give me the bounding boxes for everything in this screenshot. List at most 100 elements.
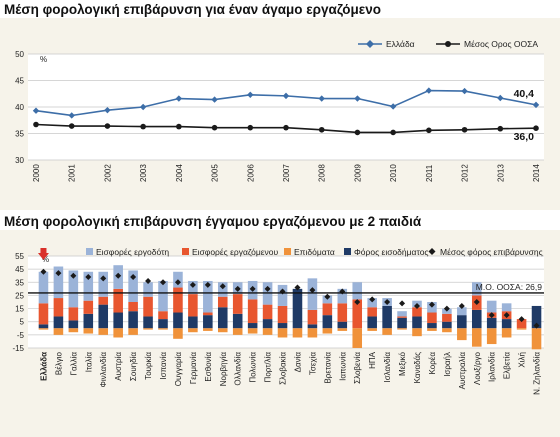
top-x-tick-label: 2008	[318, 164, 327, 182]
top-x-tick-label: 2003	[139, 164, 148, 182]
bar-segment-benefits	[83, 328, 94, 334]
bar-segment-employee	[232, 294, 243, 314]
bar-segment-income-tax	[68, 320, 79, 329]
bar-segment-employee	[53, 298, 64, 317]
bar-segment-income-tax	[427, 323, 437, 329]
bar-segment-employee	[397, 316, 407, 318]
average-tax-marker	[414, 302, 420, 309]
bottom-y-tick-label: 55	[15, 252, 24, 261]
bar-segment-income-tax	[83, 313, 94, 329]
bar-segment-employee	[367, 307, 377, 317]
bar-segment-employee	[262, 304, 273, 320]
bottom-category-label: Αυστρία	[114, 352, 123, 381]
bar-segment-income-tax	[113, 312, 123, 329]
top-chart-title: Μέση φορολογική επιβάρυνση για έναν άγαμ…	[4, 2, 381, 17]
bottom-category-label: Καναδάς	[413, 352, 422, 384]
bottom-category-label: Σλοβενία	[353, 352, 362, 384]
bar-segment-employee	[68, 307, 79, 321]
legend-label-average: Μέσος φόρος επιβάρυνσης	[440, 247, 543, 257]
bottom-category-label: Χιλή	[518, 352, 527, 368]
average-tax-marker	[219, 283, 226, 290]
top-point-oecd	[33, 121, 39, 128]
bar-segment-employee	[83, 300, 94, 314]
oecd-reference-label: Μ.Ο. ΟΟΣΑ: 26,9	[476, 282, 542, 292]
top-point-greece	[354, 95, 361, 102]
top-x-tick-label: 2013	[496, 164, 505, 182]
bar-segment-income-tax	[217, 307, 228, 329]
bottom-category-label: Μεξικό	[398, 351, 407, 375]
bar-segment-income-tax	[486, 317, 497, 329]
legend-label-income-tax: Φόρος εισοδήματος	[354, 247, 429, 257]
bottom-category-label: ΗΠΑ	[368, 351, 377, 369]
legend-swatch-employer	[86, 248, 93, 255]
bar-segment-employer	[486, 300, 497, 313]
top-point-oecd	[318, 126, 325, 133]
bottom-y-tick-label: -5	[17, 331, 25, 340]
bar-segment-employer	[352, 282, 363, 300]
bar-segment-employer	[367, 298, 377, 308]
top-point-oecd	[426, 127, 432, 134]
bottom-category-label: Ιταλία	[84, 352, 93, 373]
bottom-category-label: Ισραήλ	[443, 352, 452, 377]
bar-segment-employee	[337, 303, 348, 322]
legend-label-benefits: Επιδόματα	[294, 247, 335, 257]
legend-marker-greece	[366, 40, 374, 48]
top-point-oecd	[390, 129, 396, 136]
top-x-tick-label: 2004	[175, 164, 184, 182]
average-tax-marker	[354, 299, 361, 305]
bar-segment-benefits	[471, 328, 482, 347]
average-tax-marker	[115, 272, 122, 279]
bar-segment-employer	[457, 307, 467, 316]
top-point-greece	[247, 91, 254, 99]
average-tax-marker	[234, 285, 241, 292]
bar-segment-employer	[158, 280, 168, 312]
bottom-category-label: Δανία	[293, 352, 302, 373]
bar-segment-employee	[277, 305, 288, 324]
bar-segment-benefits	[217, 328, 228, 333]
bar-segment-income-tax	[98, 304, 109, 329]
bar-segment-income-tax	[531, 305, 542, 329]
average-tax-marker	[473, 299, 480, 305]
top-point-greece	[68, 112, 75, 119]
bar-segment-employer	[38, 271, 49, 304]
top-point-oecd	[211, 124, 218, 131]
bar-segment-income-tax	[247, 323, 258, 329]
bottom-category-label: Τσεχία	[308, 352, 317, 375]
average-tax-marker	[384, 299, 391, 305]
top-point-oecd	[283, 124, 289, 131]
bar-segment-income-tax	[367, 316, 377, 329]
bar-segment-income-tax	[337, 321, 348, 329]
top-point-greece	[425, 87, 433, 94]
average-tax-marker	[204, 281, 211, 288]
bar-segment-employer	[128, 270, 138, 302]
bar-segment-benefits	[322, 328, 333, 334]
bar-segment-benefits	[158, 328, 168, 330]
bar-segment-benefits	[501, 328, 512, 338]
bar-segment-income-tax	[412, 316, 422, 329]
bar-segment-employer	[501, 303, 512, 312]
top-end-label-0: 40,4	[514, 88, 535, 100]
bar-segment-employer	[203, 280, 213, 313]
top-point-oecd	[140, 123, 146, 130]
bottom-category-label: Βέλγιο	[54, 351, 63, 375]
top-point-greece	[532, 101, 540, 109]
top-x-tick-label: 2001	[68, 164, 77, 182]
bar-segment-employer	[397, 311, 407, 317]
top-x-tick-label: 2007	[282, 164, 291, 182]
bar-segment-benefits	[382, 328, 392, 335]
bar-segment-income-tax	[262, 319, 273, 329]
average-tax-marker	[40, 268, 47, 275]
legend-marker-average	[428, 248, 436, 255]
bottom-y-tick-label: -15	[12, 344, 24, 353]
bar-segment-benefits	[412, 328, 422, 337]
bar-segment-benefits	[38, 328, 49, 330]
bar-segment-employer	[337, 288, 348, 304]
bottom-category-label: Ισλανδία	[383, 352, 392, 383]
average-tax-marker	[428, 301, 435, 308]
average-tax-marker	[518, 316, 525, 323]
average-tax-marker	[160, 279, 166, 286]
legend-swatch-income-tax	[344, 248, 351, 255]
bar-segment-employer	[143, 282, 153, 297]
top-point-oecd	[533, 125, 539, 131]
bottom-category-label: Ιαπωνία	[338, 352, 347, 381]
